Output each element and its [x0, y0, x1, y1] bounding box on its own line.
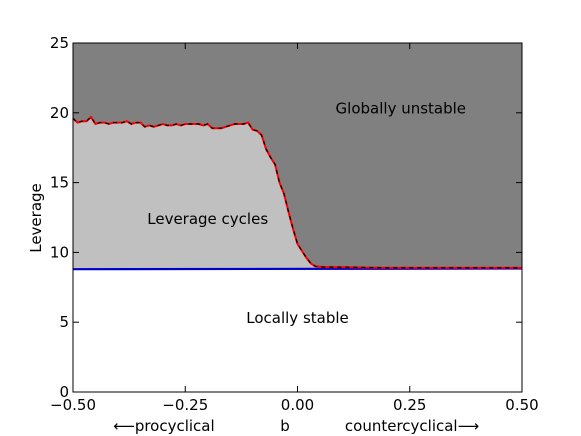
region-label-leverage-cycles: Leverage cycles — [147, 210, 268, 228]
y-tick-label: 20 — [50, 104, 69, 122]
upper-boundary-dashes — [72, 116, 522, 269]
y-tick-label: 10 — [50, 243, 69, 261]
x-tick-label: 0.25 — [393, 396, 426, 414]
region-labels: Globally unstable Leverage cycles Locall… — [147, 100, 466, 327]
x-tick-label: 0.00 — [281, 396, 314, 414]
x-tick-label: −0.25 — [162, 396, 208, 414]
x-axis-label: b — [280, 417, 290, 435]
axis-labels: Leverage b ⟵procyclical countercyclical⟶ — [27, 183, 479, 435]
axis-ticks: −0.50 −0.25 0.00 0.25 0.50 0 5 10 15 20 25 — [50, 34, 539, 414]
y-axis-label: Leverage — [27, 183, 45, 253]
leverage-cycles-region — [73, 117, 522, 270]
x-axis-label-countercyclical: countercyclical⟶ — [345, 417, 479, 435]
region-label-globally-unstable: Globally unstable — [336, 100, 466, 118]
y-tick-label: 25 — [50, 34, 69, 52]
globally-unstable-region — [73, 43, 522, 268]
y-tick-label: 5 — [59, 313, 69, 331]
y-tick-label: 0 — [59, 383, 69, 401]
x-axis-label-procyclical: ⟵procyclical — [113, 417, 214, 435]
plot-area — [72, 42, 523, 393]
x-tick-label: 0.50 — [505, 396, 538, 414]
x-tick-label: −0.50 — [50, 396, 96, 414]
y-tick-label: 15 — [50, 174, 69, 192]
region-label-locally-stable: Locally stable — [246, 309, 349, 327]
